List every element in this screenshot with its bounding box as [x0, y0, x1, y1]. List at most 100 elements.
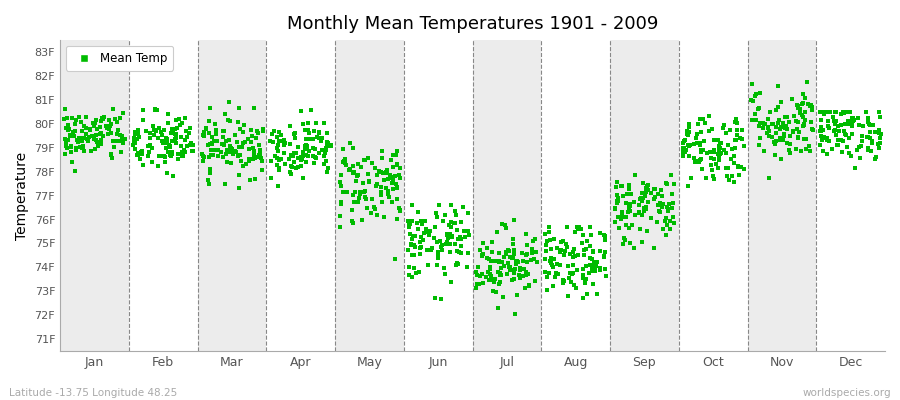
Point: [506, 236, 520, 242]
Point: [838, 121, 852, 127]
Point: [714, 140, 728, 146]
Point: [380, 170, 394, 176]
Point: [568, 229, 582, 235]
Point: [338, 162, 353, 168]
Point: [563, 270, 578, 276]
Point: [697, 138, 711, 144]
Point: [707, 137, 722, 143]
Point: [389, 152, 403, 158]
Point: [678, 137, 692, 143]
Point: [621, 208, 635, 215]
Point: [636, 195, 651, 201]
Point: [302, 136, 317, 142]
Point: [563, 251, 578, 257]
Point: [608, 206, 622, 212]
Point: [272, 138, 286, 144]
Point: [860, 119, 875, 126]
Point: [68, 120, 82, 127]
Point: [404, 241, 419, 248]
Point: [128, 137, 142, 143]
Point: [264, 158, 278, 165]
Point: [622, 206, 636, 212]
Point: [752, 123, 767, 130]
Point: [231, 152, 246, 159]
Point: [266, 139, 280, 145]
Point: [852, 155, 867, 161]
Point: [385, 180, 400, 186]
Point: [491, 269, 505, 275]
Point: [156, 138, 170, 144]
Point: [407, 265, 421, 271]
Point: [270, 144, 284, 151]
Point: [403, 221, 418, 228]
Point: [164, 130, 178, 136]
Point: [835, 149, 850, 155]
Point: [843, 109, 858, 115]
Point: [707, 148, 722, 155]
Point: [431, 248, 446, 255]
Point: [731, 164, 745, 170]
Point: [65, 115, 79, 121]
Point: [692, 159, 706, 166]
Point: [88, 146, 103, 152]
Point: [680, 130, 694, 137]
Point: [554, 238, 568, 245]
Point: [720, 173, 734, 179]
Point: [769, 124, 783, 130]
Point: [860, 145, 875, 152]
Point: [225, 146, 239, 152]
Point: [352, 194, 366, 201]
Point: [599, 272, 614, 279]
Point: [676, 145, 690, 151]
Point: [350, 173, 365, 180]
Point: [689, 130, 704, 137]
Point: [163, 144, 177, 151]
Point: [514, 250, 528, 256]
Point: [168, 136, 183, 142]
Point: [203, 141, 218, 147]
Point: [457, 228, 472, 234]
Point: [287, 130, 302, 136]
Point: [421, 262, 436, 268]
Point: [300, 142, 314, 149]
Point: [680, 132, 695, 138]
Point: [544, 260, 558, 266]
Point: [149, 106, 164, 113]
Point: [817, 111, 832, 117]
Point: [284, 169, 298, 176]
Point: [779, 126, 794, 132]
Point: [614, 182, 628, 189]
Point: [235, 162, 249, 169]
Point: [214, 148, 229, 155]
Point: [696, 116, 710, 122]
Point: [136, 117, 150, 124]
Point: [860, 146, 875, 152]
Point: [771, 104, 786, 110]
Point: [158, 159, 172, 165]
Point: [724, 146, 739, 152]
Point: [112, 132, 127, 138]
Point: [274, 156, 288, 162]
Point: [163, 143, 177, 150]
Point: [845, 118, 859, 125]
Point: [346, 170, 360, 176]
Point: [383, 157, 398, 164]
Point: [166, 173, 180, 179]
Point: [438, 212, 453, 218]
Point: [411, 268, 426, 275]
Point: [873, 140, 887, 146]
Point: [104, 152, 119, 158]
Point: [449, 262, 464, 269]
Point: [682, 124, 697, 130]
Point: [410, 220, 424, 226]
Point: [593, 267, 608, 274]
Point: [863, 122, 878, 128]
Point: [518, 266, 532, 272]
Point: [556, 238, 571, 244]
Point: [382, 171, 397, 178]
Point: [647, 196, 662, 202]
Point: [66, 128, 80, 135]
Point: [646, 186, 661, 192]
Point: [570, 266, 584, 273]
Point: [871, 141, 886, 147]
